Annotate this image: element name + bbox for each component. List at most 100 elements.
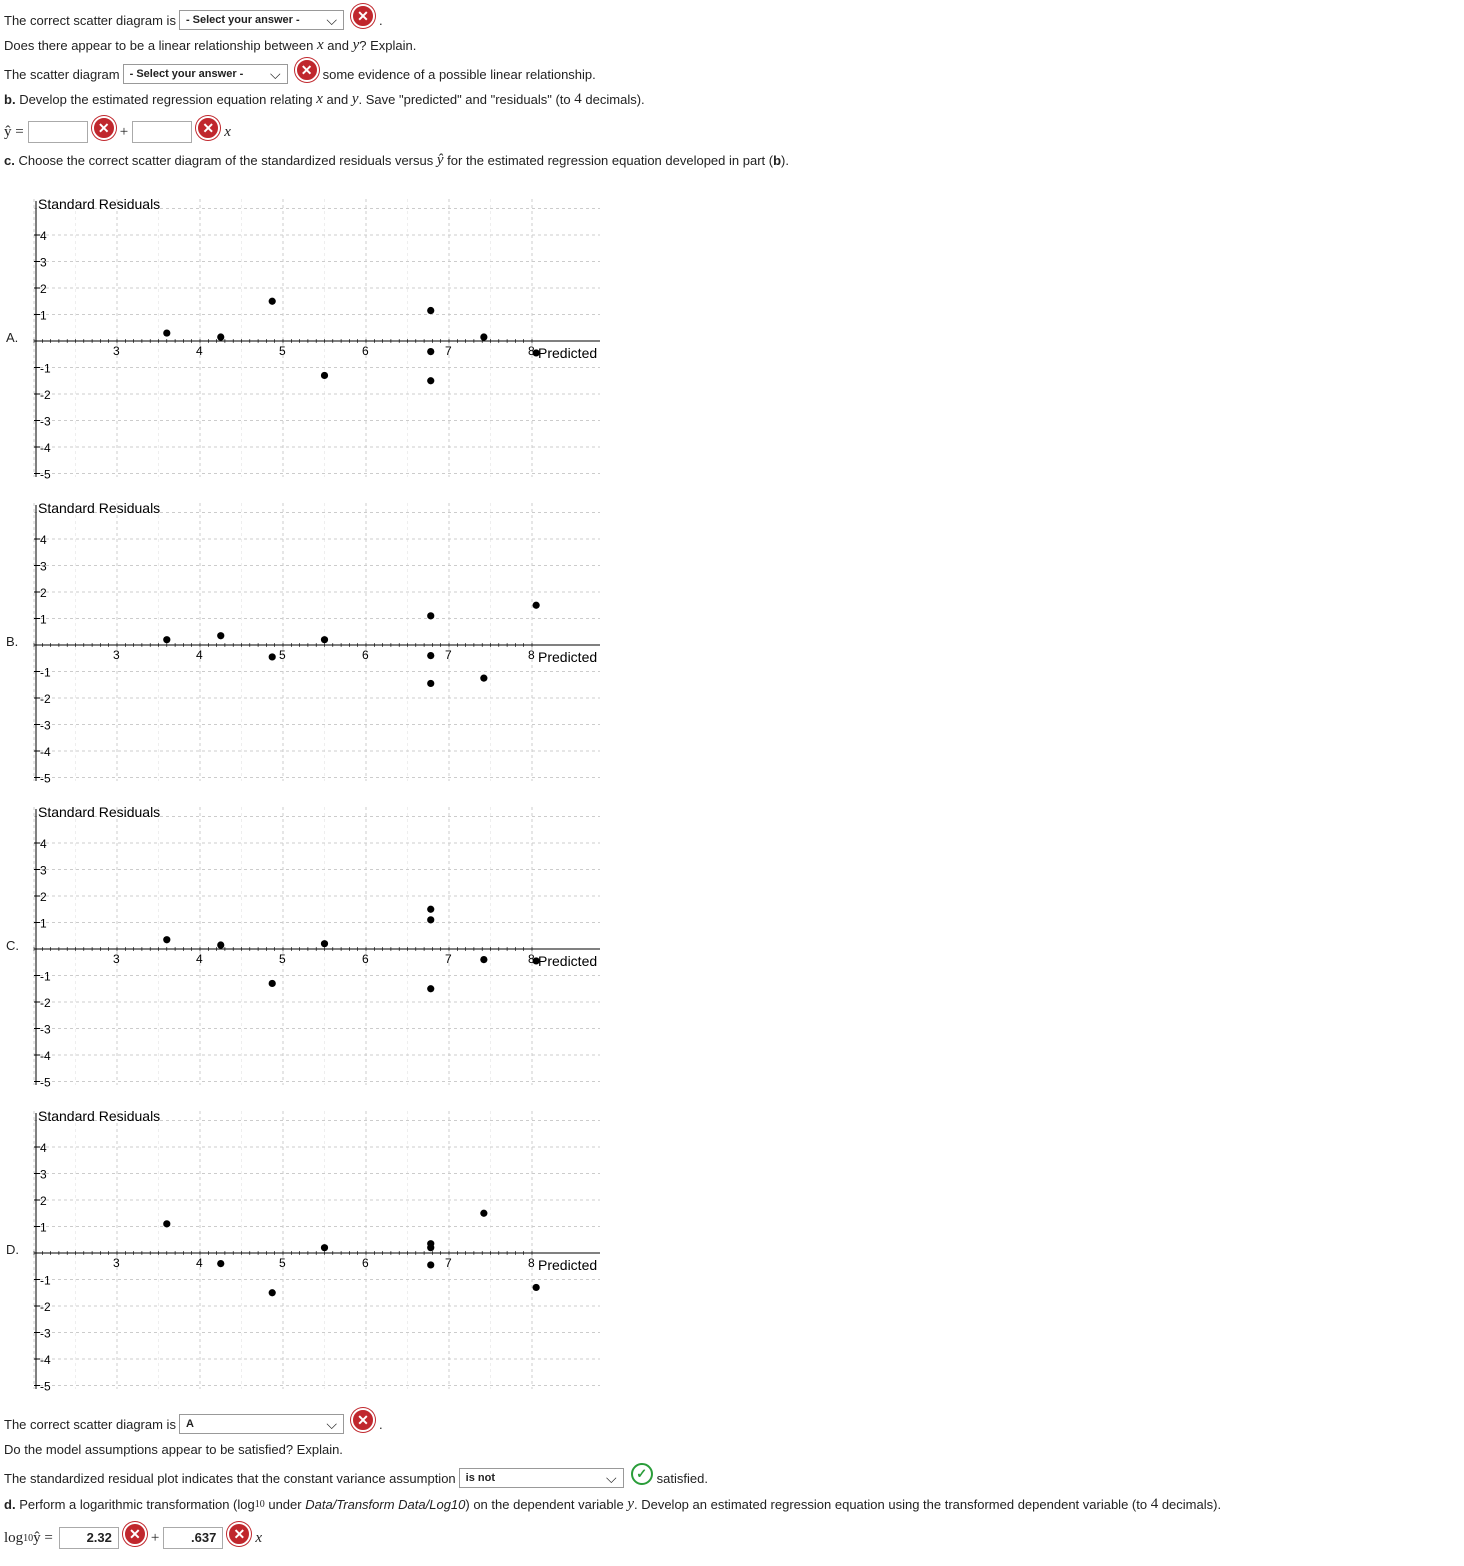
partc-text2: for the estimated regression equation de… <box>447 153 774 168</box>
yhat-label: ŷ = <box>4 123 24 140</box>
y-tick-label: -4 <box>40 441 51 455</box>
y-tick-label: -4 <box>40 1353 51 1367</box>
y-tick-label: 2 <box>40 1194 47 1208</box>
regression-equation: ŷ = ✕ + ✕ x <box>4 116 231 144</box>
data-point <box>480 674 488 682</box>
assumption-question: Do the model assumptions appear to be sa… <box>4 1442 343 1457</box>
x-circle-icon: ✕ <box>350 1408 375 1432</box>
x-tick-label: 5 <box>279 648 286 662</box>
b0-input[interactable] <box>27 121 88 143</box>
and-text: and <box>327 38 349 53</box>
y-tick-label: 3 <box>40 256 47 270</box>
x-tick-label: 4 <box>196 952 203 966</box>
b1-input[interactable] <box>132 121 193 143</box>
y-tick-label: 3 <box>40 560 47 574</box>
x-tick-label: 4 <box>196 648 203 662</box>
chevron-down-icon: ⌵ <box>606 1469 617 1486</box>
partb-text2: . Save "predicted" and "residuals" (to <box>358 92 571 107</box>
x-tick-label: 8 <box>528 1256 535 1270</box>
x-tick-label: 4 <box>196 344 203 358</box>
partd-label: d. <box>4 1497 16 1512</box>
scatter-select[interactable]: - Select your answer - ⌵ <box>178 10 344 30</box>
x-axis-title: Predicted y <box>538 1257 600 1273</box>
linear-question-text: Does there appear to be a linear relatio… <box>4 38 314 53</box>
var-y: y <box>352 37 360 53</box>
x-circle-icon: ✕ <box>294 58 319 82</box>
partb-text3: decimals). <box>585 92 645 107</box>
data-point <box>268 297 276 305</box>
evidence-select[interactable]: - Select your answer - ⌵ <box>122 64 288 84</box>
y-axis-title: Standard Residuals <box>38 804 160 820</box>
partd-text2: under <box>268 1497 302 1512</box>
data-point <box>427 905 435 913</box>
x-axis-title: Predicted y <box>538 953 600 969</box>
log-sub: 10 <box>23 1532 34 1544</box>
data-point <box>427 612 435 620</box>
option-label-b: B. <box>6 634 19 649</box>
partd-italic: Data/Transform Data/Log10 <box>305 1497 466 1512</box>
partd-text1: Perform a logarithmic transformation (lo… <box>19 1497 255 1512</box>
y-tick-label: -2 <box>40 692 51 706</box>
y-tick-label: 4 <box>40 533 47 547</box>
chevron-down-icon: ⌵ <box>269 65 281 82</box>
x-tick-label: 7 <box>445 1256 452 1270</box>
data-point <box>163 636 171 644</box>
y-tick-label: 2 <box>40 890 47 904</box>
data-point <box>268 1289 276 1297</box>
data-point <box>532 1283 540 1292</box>
y-tick-label: 1 <box>40 309 47 323</box>
assump-suffix: satisfied. <box>656 1470 708 1486</box>
residual-scatter-chart-a: Standard Residuals Predicted y 3 4 5 6 7 8 4 3 2 1 -… <box>33 196 600 481</box>
sd-prefix: The scatter diagram <box>4 66 120 82</box>
y-tick-label: -1 <box>40 362 51 376</box>
partb-label: b. <box>4 92 16 107</box>
question-end: ? Explain. <box>359 38 417 53</box>
plus-sign: + <box>150 1529 160 1546</box>
residual-scatter-chart-d: Standard Residuals Predicted y 3 4 5 6 7 8 4 3 2 1 -… <box>33 1108 600 1393</box>
data-point <box>268 979 276 988</box>
var-x: x <box>316 37 324 53</box>
data-point <box>427 1244 435 1252</box>
data-point <box>427 985 435 993</box>
data-point <box>217 333 225 341</box>
partc-instructions: c. Choose the correct scatter diagram of… <box>4 152 789 169</box>
partc-bold-b: b <box>773 153 782 168</box>
assump-prefix: The standardized residual plot indicates… <box>4 1470 456 1486</box>
data-point <box>480 956 488 964</box>
option-label-c: C. <box>6 938 19 953</box>
x-circle-icon: ✕ <box>122 1522 147 1546</box>
x-tick-label: 8 <box>528 344 535 358</box>
x-tick-label: 8 <box>528 952 535 966</box>
var-y: y <box>627 1496 634 1512</box>
partd-text3: ) on the dependent variable <box>465 1497 624 1512</box>
chevron-down-icon: ⌵ <box>326 1415 337 1432</box>
y-tick-label: -2 <box>40 388 51 402</box>
y-tick-label: 3 <box>40 864 47 878</box>
y-tick-label: -2 <box>40 1300 51 1314</box>
data-point <box>427 1261 435 1269</box>
chevron-down-icon: ⌵ <box>326 11 337 28</box>
data-point <box>532 601 540 609</box>
residual-scatter-chart-c: Standard Residuals Predicted y 3 4 5 6 7 8 4 3 2 1 -… <box>33 804 600 1090</box>
scatter-question-line: The correct scatter diagram is - Select … <box>4 4 383 32</box>
log-b0-input[interactable]: 2.32 <box>58 1527 119 1549</box>
linear-question: Does there appear to be a linear relatio… <box>4 37 416 54</box>
y-tick-label: -1 <box>40 1274 51 1288</box>
diagram-select[interactable]: A ⌵ <box>178 1414 344 1434</box>
y-tick-label: -5 <box>40 1076 51 1090</box>
scatter-prefix: The correct scatter diagram is <box>4 12 176 28</box>
y-tick-label: -4 <box>40 745 51 759</box>
variance-select[interactable]: is not ⌵ <box>458 1468 624 1488</box>
x-tick-label: 6 <box>362 344 369 358</box>
log-yhat: ŷ = <box>33 1529 53 1546</box>
x-tick-label: 7 <box>445 952 452 966</box>
y-tick-label: -1 <box>40 970 51 984</box>
var-x: x <box>316 91 323 107</box>
data-point <box>320 1244 329 1252</box>
y-axis-title: Standard Residuals <box>38 500 160 516</box>
log-b1-input[interactable]: .637 <box>163 1527 224 1549</box>
x-var: x <box>224 123 231 140</box>
x-tick-label: 8 <box>528 648 535 662</box>
x-tick-label: 5 <box>279 952 286 966</box>
log-lhs: log <box>4 1529 24 1546</box>
